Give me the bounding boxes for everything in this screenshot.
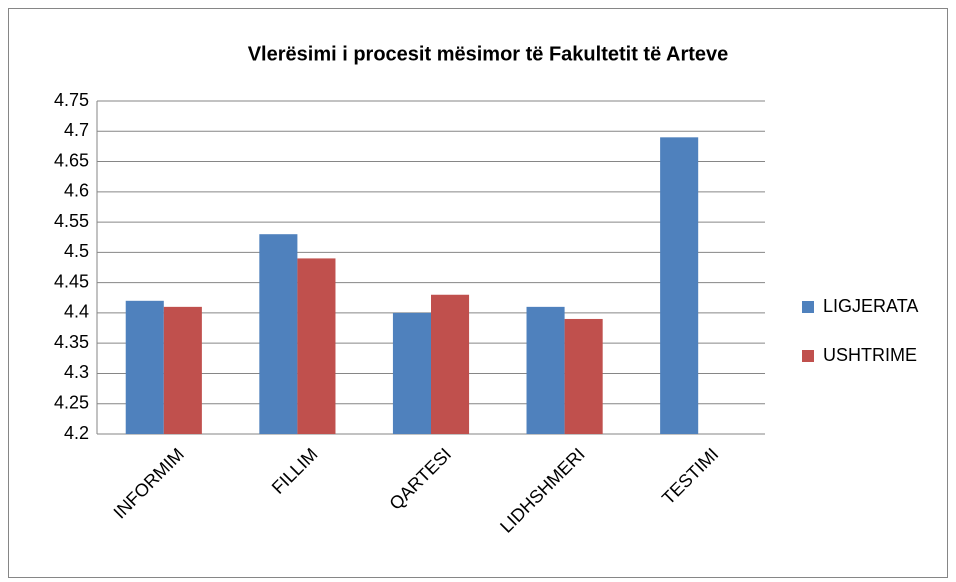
y-tick-label: 4.7 [64,120,89,140]
y-tick-label: 4.6 [64,181,89,201]
legend-label: USHTRIME [823,345,917,365]
legend-swatch [802,350,814,362]
bar [125,300,164,434]
legend-swatch [802,301,814,313]
legend-label: LIGJERATA [823,296,918,316]
y-tick-label: 4.55 [54,211,89,231]
chart-border [8,8,948,578]
y-tick-label: 4.4 [64,302,89,322]
y-tick-label: 4.25 [54,392,89,412]
bar [660,137,699,434]
y-tick-label: 4.65 [54,150,89,170]
bar [431,294,470,434]
y-tick-label: 4.2 [64,423,89,443]
bar [526,306,565,434]
bar [163,306,202,434]
y-tick-label: 4.3 [64,362,89,382]
bar [564,318,603,434]
y-tick-label: 4.5 [64,241,89,261]
chart-title: Vlerësimi i procesit mësimor të Fakultet… [248,43,729,65]
bar [297,258,336,434]
bar [392,312,431,434]
y-tick-label: 4.75 [54,90,89,110]
y-tick-label: 4.45 [54,271,89,291]
bar [259,234,298,434]
y-tick-label: 4.35 [54,332,89,352]
